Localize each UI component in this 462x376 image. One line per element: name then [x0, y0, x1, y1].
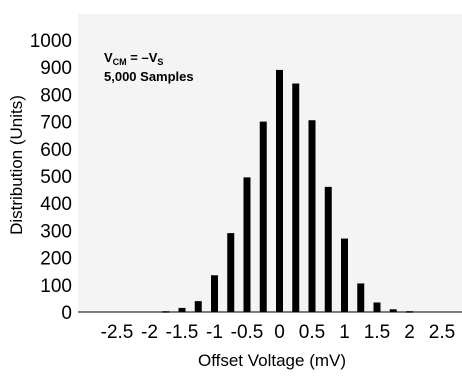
y-tick-label: 100 [40, 276, 72, 297]
x-axis-title: Offset Voltage (mV) [198, 351, 346, 370]
annotation-vcm: VCM = –VS [104, 50, 163, 67]
x-tick-label: -1.5 [166, 322, 199, 343]
x-tick-label: -0.5 [231, 322, 264, 343]
bar [292, 83, 300, 313]
bar [357, 283, 365, 312]
y-tick-label: 400 [40, 194, 72, 215]
y-tick-label: 300 [40, 221, 72, 242]
x-tick-label: 0.5 [299, 322, 325, 343]
bars [162, 69, 413, 313]
bar [211, 275, 218, 312]
bar [178, 307, 186, 312]
y-tick-label: 800 [40, 85, 72, 106]
y-tick-label: 600 [40, 140, 72, 161]
x-tick-labels: -2.5 -2 -1.5 -1 -0.5 0 0.5 1 1.5 2 2.5 [101, 322, 456, 343]
bar [389, 309, 397, 312]
y-tick-label: 900 [40, 58, 72, 79]
y-axis-title: Distribution (Units) [7, 95, 26, 235]
plot-area [78, 14, 462, 312]
bar [324, 186, 332, 312]
x-tick-label: 1 [339, 322, 350, 343]
bar [341, 238, 348, 312]
x-tick-label: -2.5 [101, 322, 134, 343]
x-tick-label: -1 [206, 322, 223, 343]
y-tick-label: 0 [61, 303, 72, 324]
bar [373, 302, 381, 312]
annotation-samples: 5,000 Samples [104, 69, 194, 84]
bar [276, 69, 283, 312]
bar [227, 233, 235, 312]
y-tick-label: 200 [40, 249, 72, 270]
y-tick-label: 700 [40, 113, 72, 134]
x-tick-label: 2 [404, 322, 415, 343]
bar [194, 301, 202, 312]
bar [243, 177, 251, 312]
bar [308, 120, 316, 313]
x-tick-label: 2.5 [429, 322, 455, 343]
y-tick-label: 500 [40, 167, 72, 188]
x-tick-label: 0 [274, 322, 285, 343]
y-tick-labels: 0 100 200 300 400 500 600 700 800 900 1000 [30, 31, 72, 324]
x-tick-label: 1.5 [364, 322, 390, 343]
bar [259, 121, 267, 312]
y-tick-label: 1000 [30, 31, 72, 52]
x-tick-label: -2 [141, 322, 158, 343]
